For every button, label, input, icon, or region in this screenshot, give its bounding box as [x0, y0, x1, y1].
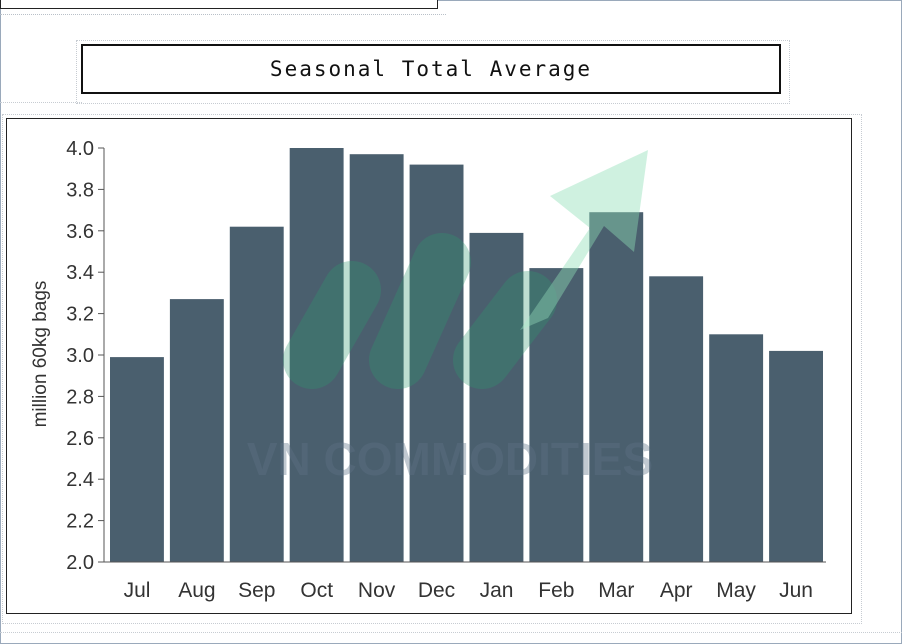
bar-sep: [229, 226, 284, 562]
page-title: Seasonal Total Average: [269, 57, 593, 81]
y-tick-label: 4.0: [66, 138, 94, 160]
watermark-stroke-3: [453, 271, 557, 389]
watermark-stroke-2: [369, 233, 471, 389]
x-tick-label: Feb: [538, 579, 574, 602]
y-tick-label: 2.8: [66, 386, 94, 408]
y-tick-label: 2.2: [66, 511, 94, 533]
watermark-text: VN COMMODITIES: [247, 433, 653, 485]
y-tick-label: 2.6: [66, 428, 94, 450]
axes: Jul Aug Sep Oct Nov Dec Jan Feb Mar Apr May Jun 2.0 2…: [66, 138, 826, 602]
x-tick-label: Mar: [598, 579, 634, 602]
bar-aug: [169, 299, 224, 562]
watermark-arrow-icon: [520, 150, 648, 330]
x-tick-label: Jun: [779, 579, 813, 602]
x-tick-label: Dec: [418, 579, 455, 602]
x-tick-label: Oct: [300, 579, 333, 602]
bar-jan: [469, 232, 524, 562]
y-tick-label: 2.0: [66, 552, 94, 574]
bar-dec: [409, 164, 464, 562]
x-tick-label: Sep: [238, 579, 275, 602]
bar-feb: [529, 268, 584, 562]
previous-cell-edge: [0, 0, 438, 9]
x-tick-label: Nov: [358, 579, 396, 602]
y-tick-label: 3.8: [66, 179, 94, 201]
bar-mar: [589, 212, 644, 562]
title-box: Seasonal Total Average: [81, 44, 781, 94]
y-tick-label: 3.0: [66, 345, 94, 367]
cell-border-dotted: [0, 14, 446, 15]
x-tick-label: Jan: [480, 579, 514, 602]
bar-apr: [649, 276, 704, 562]
bar-jun: [769, 350, 823, 562]
cell-border-dotted: [0, 632, 902, 633]
cell-border-dotted: [0, 102, 82, 103]
y-tick-label: 3.4: [66, 262, 94, 284]
bar-may: [709, 334, 764, 562]
chart-cell: [2, 114, 862, 624]
watermark: VN COMMODITIES: [247, 150, 653, 485]
watermark-stroke-1: [283, 261, 381, 389]
y-tick-label: 3.2: [66, 304, 94, 326]
x-tick-label: Apr: [660, 579, 693, 602]
x-tick-label: Aug: [178, 579, 215, 602]
title-cell: [76, 40, 790, 104]
watermark-logo: [283, 150, 648, 389]
y-axis-label: million 60kg bags: [30, 281, 51, 428]
bar-jul: [110, 357, 164, 562]
bar-nov: [349, 154, 404, 562]
x-tick-label: Jul: [124, 579, 151, 602]
bar-group: [110, 148, 823, 562]
y-tick-label: 2.4: [66, 469, 94, 491]
x-tick-label: May: [716, 579, 756, 602]
y-tick-label: 3.6: [66, 221, 94, 243]
bar-oct: [289, 148, 344, 562]
